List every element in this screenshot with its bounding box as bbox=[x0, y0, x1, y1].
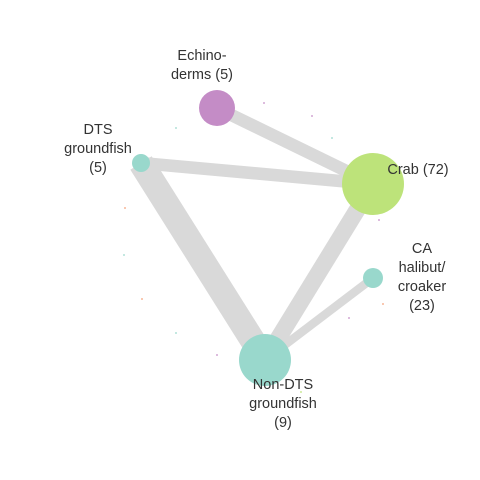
node-label-non-dts-groundfish: Non-DTS groundfish (9) bbox=[249, 377, 317, 431]
node-label-line: Echino- bbox=[177, 48, 226, 64]
minor-point-p13 bbox=[300, 391, 302, 393]
node-label-line: groundfish bbox=[64, 141, 132, 157]
node-dts-groundfish[interactable] bbox=[132, 154, 150, 172]
minor-point-p5 bbox=[124, 207, 126, 209]
node-ca-halibut-croaker[interactable] bbox=[363, 268, 383, 288]
label-layer: Echino-derms (5) DTS groundfish (5) Crab (72… bbox=[64, 48, 448, 431]
node-label-crab: Crab (72) bbox=[387, 162, 448, 178]
edge-layer bbox=[130, 102, 381, 367]
minor-point-p7 bbox=[123, 254, 125, 256]
node-label-line: groundfish bbox=[249, 396, 317, 412]
node-label-line: croaker bbox=[398, 279, 447, 295]
node-label-line: (5) bbox=[89, 160, 107, 176]
node-non-dts-groundfish[interactable] bbox=[239, 334, 291, 386]
minor-point-p6 bbox=[378, 219, 380, 221]
minor-point-p8 bbox=[141, 298, 143, 300]
node-label-line: (23) bbox=[409, 298, 435, 314]
edge-dts-groundfish-non-dts-groundfish bbox=[130, 156, 276, 367]
minor-point-p2 bbox=[311, 115, 313, 117]
edge-dts-groundfish-crab bbox=[140, 156, 374, 191]
edge-crab-non-dts-groundfish bbox=[257, 179, 381, 365]
node-label-line: Crab (72) bbox=[387, 162, 448, 178]
minor-point-p1 bbox=[263, 102, 265, 104]
node-crab[interactable] bbox=[342, 153, 404, 215]
node-layer bbox=[132, 90, 404, 386]
node-label-line: CA bbox=[412, 241, 432, 257]
minor-point-p9 bbox=[382, 303, 384, 305]
minor-point-p12 bbox=[216, 354, 218, 356]
node-label-echinoderms: Echino-derms (5) bbox=[171, 48, 233, 83]
node-echinoderms[interactable] bbox=[199, 90, 235, 126]
node-label-line: DTS bbox=[84, 122, 113, 138]
node-label-ca-halibut-croaker: CA halibut/croaker (23) bbox=[398, 241, 447, 314]
node-label-line: derms (5) bbox=[171, 67, 233, 83]
node-label-dts-groundfish: DTS groundfish (5) bbox=[64, 122, 132, 176]
node-label-line: (9) bbox=[274, 415, 292, 431]
node-label-line: halibut/ bbox=[399, 260, 447, 276]
minor-point-layer bbox=[123, 102, 384, 393]
minor-point-p11 bbox=[175, 332, 177, 334]
minor-point-p4 bbox=[331, 137, 333, 139]
node-label-line: Non-DTS bbox=[253, 377, 313, 393]
minor-point-p3 bbox=[175, 127, 177, 129]
minor-point-p10 bbox=[348, 317, 350, 319]
